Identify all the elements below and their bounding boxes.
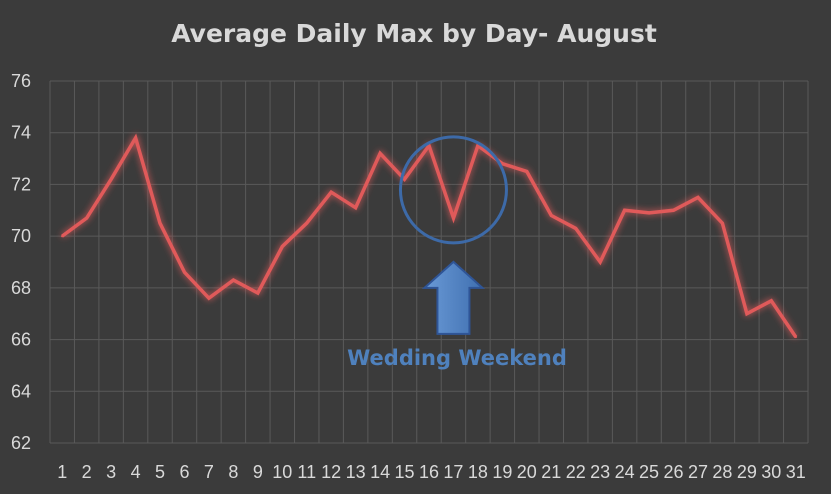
x-tick-label: 28 xyxy=(712,462,732,482)
data-point xyxy=(329,190,333,194)
data-point xyxy=(207,297,211,300)
data-point xyxy=(696,196,700,199)
data-point xyxy=(476,144,480,147)
data-point xyxy=(574,227,577,230)
data-point xyxy=(598,260,602,264)
x-tick-label: 23 xyxy=(590,462,610,482)
x-tick-label: 25 xyxy=(639,462,659,482)
x-tick-label: 27 xyxy=(688,462,708,482)
data-point xyxy=(452,216,455,220)
x-tick-label: 22 xyxy=(566,462,586,482)
x-tick-label: 15 xyxy=(395,462,415,482)
y-tick-label: 70 xyxy=(11,226,31,246)
y-tick-label: 74 xyxy=(11,123,31,143)
x-tick-label: 9 xyxy=(253,462,263,482)
x-tick-label: 1 xyxy=(57,462,67,482)
x-tick-label: 17 xyxy=(443,462,463,482)
x-tick-label: 21 xyxy=(541,462,561,482)
x-tick-label: 2 xyxy=(82,462,92,482)
data-point xyxy=(403,178,406,181)
x-tick-label: 18 xyxy=(468,462,488,482)
x-tick-label: 29 xyxy=(737,462,757,482)
x-tick-label: 7 xyxy=(204,462,214,482)
x-tick-label: 31 xyxy=(786,462,806,482)
data-point xyxy=(794,335,797,339)
up-arrow-icon xyxy=(421,260,486,335)
data-point xyxy=(158,222,162,225)
annotation-text: Wedding Weekend xyxy=(347,346,567,370)
data-point xyxy=(745,312,749,315)
y-tick-label: 66 xyxy=(11,330,31,350)
data-point xyxy=(354,206,357,209)
data-point xyxy=(770,299,773,302)
x-tick-label: 10 xyxy=(272,462,292,482)
x-tick-label: 19 xyxy=(492,462,512,482)
highlight-circle xyxy=(398,135,508,245)
x-tick-label: 5 xyxy=(155,462,165,482)
data-point xyxy=(623,209,626,212)
data-point xyxy=(183,271,186,274)
y-tick-label: 62 xyxy=(11,433,31,453)
annotation-layer: Wedding Weekend xyxy=(347,135,567,370)
x-axis-ticks: 1 2 3 4 5 6 7 8 9 10 11 12 13 14 15 16 17 18 19 20 21 22 23 24 2… xyxy=(57,462,806,482)
data-point xyxy=(672,209,675,212)
x-tick-label: 26 xyxy=(664,462,684,482)
data-point xyxy=(109,178,113,181)
chart-title: Average Daily Max by Day- August xyxy=(171,19,657,48)
data-point xyxy=(305,222,308,225)
data-point xyxy=(647,211,651,215)
data-point xyxy=(501,162,504,165)
x-tick-label: 24 xyxy=(615,462,635,482)
x-tick-label: 14 xyxy=(370,462,390,482)
x-tick-label: 16 xyxy=(419,462,439,482)
grid xyxy=(49,80,809,444)
y-axis-ticks: 62 64 66 68 70 72 74 76 xyxy=(11,71,31,453)
data-point xyxy=(550,214,553,217)
x-tick-label: 8 xyxy=(228,462,238,482)
data-point xyxy=(427,144,431,147)
data-point xyxy=(256,291,260,295)
x-tick-label: 6 xyxy=(179,462,189,482)
y-tick-label: 68 xyxy=(11,278,31,298)
data-point xyxy=(378,152,382,155)
x-tick-label: 13 xyxy=(346,462,366,482)
x-tick-label: 11 xyxy=(297,462,316,482)
y-tick-label: 64 xyxy=(11,381,31,401)
x-tick-label: 30 xyxy=(761,462,781,482)
data-point xyxy=(134,136,137,140)
series-layer xyxy=(61,133,798,339)
data-point xyxy=(232,278,235,282)
x-tick-label: 3 xyxy=(106,462,116,482)
data-point xyxy=(61,234,64,238)
y-tick-label: 76 xyxy=(11,71,31,91)
x-tick-label: 4 xyxy=(131,462,141,482)
data-point xyxy=(525,170,529,173)
data-point xyxy=(85,216,88,220)
data-point xyxy=(721,222,724,225)
data-point xyxy=(281,245,284,248)
x-tick-label: 12 xyxy=(321,462,341,482)
x-tick-label: 20 xyxy=(517,462,537,482)
y-tick-label: 72 xyxy=(11,174,31,194)
